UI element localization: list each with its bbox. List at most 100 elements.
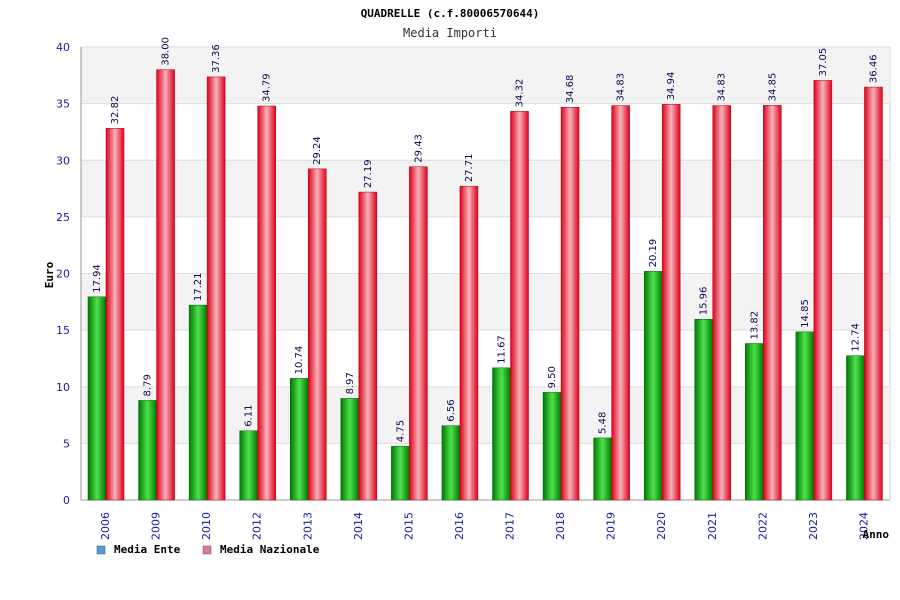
y-tick-label: 35 (56, 98, 70, 111)
x-tick-label: 2009 (150, 512, 163, 540)
value-label: 34.79 (262, 73, 273, 102)
bar-media-nazionale-2021 (712, 105, 731, 501)
x-tick-label: 2024 (857, 512, 870, 540)
value-label: 27.71 (464, 154, 475, 183)
legend-label-media-ente: Media Ente (114, 543, 181, 556)
bar-media-nazionale-2023 (813, 80, 833, 501)
value-label: 29.43 (413, 134, 424, 163)
bar-media-nazionale-2017 (510, 111, 529, 501)
legend-label-media-nazionale: Media Nazionale (220, 543, 320, 556)
value-label: 8.97 (345, 372, 356, 394)
x-axis-ticks: 2006 2009 2010 2012 2013 2014 2015 2016 2017 2018… (99, 512, 870, 540)
bars (87, 69, 883, 501)
x-tick-label: 2021 (706, 512, 719, 540)
value-label: 17.21 (193, 272, 204, 301)
value-label: 15.96 (699, 287, 710, 316)
value-label: 20.19 (648, 239, 659, 268)
y-tick-label: 5 (63, 437, 70, 450)
value-label: 13.82 (749, 311, 760, 340)
y-tick-label: 30 (56, 154, 70, 167)
x-tick-label: 2023 (807, 512, 820, 540)
value-label: 34.94 (666, 72, 677, 101)
chart-title: QUADRELLE (c.f.80006570644) (361, 7, 540, 20)
bar-media-nazionale-2020 (661, 104, 681, 501)
value-label: 36.46 (868, 54, 879, 83)
bar-media-nazionale-2015 (409, 166, 428, 501)
value-label: 6.11 (244, 405, 255, 427)
bar-media-ente-2010 (188, 304, 208, 501)
y-axis-label: Euro (43, 261, 56, 288)
value-label: 4.75 (395, 420, 406, 442)
bar-media-ente-2021 (694, 319, 713, 501)
x-tick-label: 2018 (554, 512, 567, 540)
x-tick-label: 2022 (756, 512, 769, 540)
x-tick-label: 2017 (504, 512, 517, 540)
bar-media-nazionale-2018 (560, 106, 580, 501)
bar-media-nazionale-2013 (308, 168, 327, 501)
bar-media-ente-2013 (290, 378, 309, 501)
bar-media-ente-2014 (340, 398, 360, 501)
x-tick-label: 2014 (352, 512, 365, 540)
legend: Media Ente Media Nazionale (96, 543, 320, 556)
bar-media-ente-2019 (593, 437, 612, 501)
value-label: 34.32 (515, 79, 526, 108)
x-tick-label: 2016 (453, 512, 466, 540)
bar-media-ente-2006 (87, 296, 107, 501)
bar-media-nazionale-2022 (763, 105, 782, 501)
value-label: 38.00 (161, 37, 172, 66)
bar-media-ente-2024 (846, 355, 865, 501)
bar-media-nazionale-2014 (358, 191, 378, 501)
chart-subtitle: Media Importi (403, 26, 497, 40)
x-axis-label: Anno (863, 528, 890, 541)
y-tick-label: 10 (56, 381, 70, 394)
value-label: 34.85 (767, 73, 778, 102)
bar-media-ente-2018 (542, 392, 562, 501)
value-label: 5.48 (598, 412, 609, 434)
value-label: 10.74 (294, 346, 305, 375)
value-label: 12.74 (850, 323, 861, 352)
value-label: 37.36 (211, 44, 222, 73)
bar-media-nazionale-2010 (206, 76, 226, 501)
bar-media-nazionale-2006 (105, 128, 125, 501)
value-label: 8.79 (143, 374, 154, 396)
value-label: 14.85 (800, 299, 811, 328)
legend-swatch-media-nazionale (202, 545, 212, 555)
value-label: 6.56 (446, 399, 457, 421)
value-label: 29.24 (312, 136, 323, 165)
bar-media-ente-2016 (441, 425, 461, 501)
value-label: 17.94 (92, 264, 103, 293)
value-label: 34.83 (616, 73, 627, 102)
legend-swatch-media-ente (96, 545, 106, 555)
y-tick-label: 40 (56, 41, 70, 54)
x-tick-label: 2012 (251, 512, 264, 540)
x-tick-label: 2019 (605, 512, 618, 540)
value-label: 11.67 (497, 335, 508, 364)
bar-media-ente-2009 (138, 400, 157, 501)
value-label: 37.05 (818, 48, 829, 77)
y-axis-ticks: 0 5 10 15 20 25 30 35 40 (56, 41, 70, 507)
y-tick-label: 25 (56, 211, 70, 224)
bar-media-nazionale-2012 (257, 105, 276, 501)
value-label: 34.68 (565, 75, 576, 104)
x-tick-label: 2015 (402, 512, 415, 540)
value-label: 27.19 (363, 159, 374, 188)
bar-media-ente-2012 (239, 430, 258, 501)
x-tick-label: 2020 (655, 512, 668, 540)
value-label: 32.82 (110, 96, 121, 125)
y-tick-label: 20 (56, 268, 70, 281)
bar-media-ente-2015 (391, 445, 410, 501)
bar-media-nazionale-2016 (459, 185, 479, 501)
x-tick-label: 2006 (99, 512, 112, 540)
x-tick-label: 2013 (301, 512, 314, 540)
bar-media-ente-2023 (795, 331, 815, 501)
bar-media-ente-2022 (745, 343, 764, 501)
bar-media-nazionale-2019 (611, 105, 630, 501)
bar-media-nazionale-2009 (156, 69, 175, 501)
value-label: 9.50 (547, 366, 558, 388)
bar-value-labels: 17.94 32.82 8.79 38.00 17.21 37.36 6.11 34.79 10… (92, 37, 879, 442)
y-tick-label: 15 (56, 324, 70, 337)
value-label: 34.83 (717, 73, 728, 102)
bar-media-nazionale-2024 (864, 86, 883, 501)
y-tick-label: 0 (63, 494, 70, 507)
